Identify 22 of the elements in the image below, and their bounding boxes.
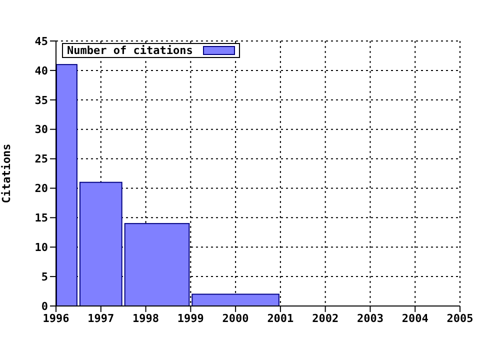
x-tick-label: 2005: [446, 312, 474, 325]
y-tick-label: 40: [34, 64, 48, 78]
y-tick-label: 15: [34, 212, 48, 225]
x-tick-label: 2004: [402, 312, 429, 325]
y-tick-label: 20: [34, 182, 48, 196]
legend-label: Number of citations: [67, 44, 193, 57]
y-tick-label: 35: [34, 94, 48, 107]
y-tick-label: 25: [34, 152, 48, 166]
x-tick-label: 2001: [267, 312, 294, 325]
x-tick-label: 2002: [312, 312, 339, 325]
x-tick-label: 2000: [222, 312, 249, 325]
y-tick-label: 10: [34, 241, 48, 254]
x-tick-label: 1998: [132, 312, 160, 325]
y-tick-label: 30: [34, 123, 48, 136]
x-tick-label: 1997: [88, 312, 114, 325]
y-tick-label: 0: [41, 300, 48, 313]
x-tick-label: 1999: [177, 312, 204, 325]
x-tick-label: 1996: [42, 312, 70, 325]
y-tick-label: 5: [41, 270, 48, 284]
y-axis-title: Citations: [0, 144, 13, 204]
x-tick-label: 2003: [356, 312, 384, 325]
y-tick-label: 45: [34, 34, 48, 48]
